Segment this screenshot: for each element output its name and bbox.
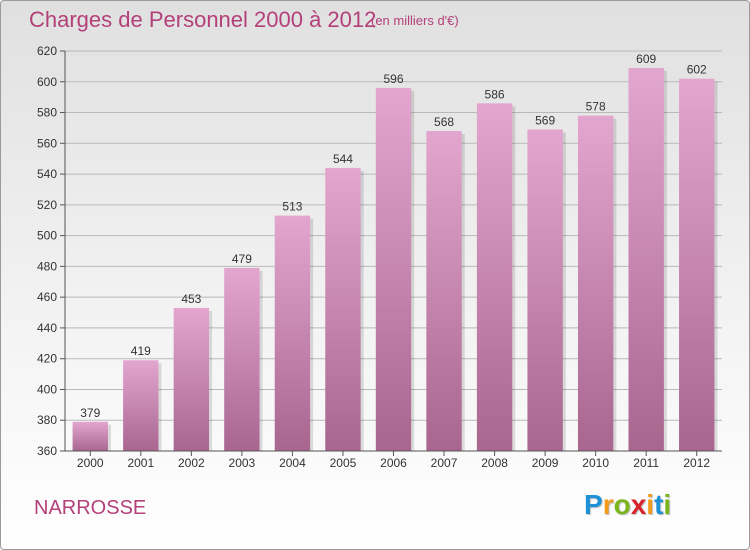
bar-value-label: 544 [333,152,353,166]
labels: 360 380 400 420 440 460 480 500 520 540 560 580 600 6… [37,44,710,470]
x-tick-label: 2002 [178,456,205,470]
x-tick-label: 2009 [532,456,559,470]
y-tick-label: 560 [37,136,57,150]
y-tick-label: 620 [37,44,57,58]
y-tick-label: 540 [37,167,57,181]
x-tick-label: 2011 [633,456,659,470]
bars [72,67,718,452]
logo-letter: r [602,489,614,520]
x-tick-label: 2008 [481,456,508,470]
bar-value-label: 568 [434,115,454,129]
bar [72,421,108,451]
logo-letter: P [584,489,603,520]
x-tick-label: 2003 [229,456,256,470]
bar-value-label: 513 [282,200,302,214]
bar-value-label: 379 [80,406,100,420]
y-tick-label: 520 [37,198,57,212]
bar-value-label: 586 [485,87,505,101]
logo-letter: i [663,489,672,520]
proxiti-logo: Proxiti [584,489,671,521]
bar [325,167,361,451]
logo-letter: t [654,489,664,520]
bar [274,215,311,451]
bar-value-label: 453 [181,292,201,306]
x-tick-label: 2001 [127,456,154,470]
y-tick-label: 440 [37,321,57,335]
bar [476,103,513,452]
x-tick-label: 2000 [77,456,104,470]
bar [224,267,260,451]
bar-value-label: 569 [535,113,555,127]
logo-letter: o [613,489,631,520]
bar [628,67,664,451]
bar-value-label: 609 [636,52,656,66]
logo-letter: x [630,489,647,520]
bar [173,307,210,451]
bar [577,115,614,451]
x-tick-label: 2012 [683,456,710,470]
y-tick-label: 500 [37,229,57,243]
bar-value-label: 602 [687,63,707,77]
location-name: NARROSSE [34,497,147,519]
x-tick-label: 2005 [330,456,357,470]
logo-letter: i [646,489,655,520]
bar [123,360,159,451]
axes [60,50,722,456]
bar [679,78,715,451]
y-tick-label: 420 [37,352,57,366]
y-tick-label: 480 [37,259,57,273]
y-tick-label: 400 [37,382,57,396]
bar [375,87,412,451]
bar-value-label: 479 [232,252,252,266]
y-tick-label: 600 [37,75,57,89]
x-tick-label: 2006 [380,456,407,470]
y-tick-label: 460 [37,290,57,304]
chart-subtitle: (en milliers d'€) [371,13,459,28]
x-tick-label: 2007 [431,456,458,470]
y-tick-label: 360 [37,444,57,458]
y-tick-label: 580 [37,106,57,120]
bar [527,129,563,451]
bar-value-label: 596 [383,72,403,86]
x-tick-label: 2010 [582,456,609,470]
x-tick-label: 2004 [279,456,306,470]
bar-value-label: 419 [131,344,151,358]
bar [426,131,462,451]
chart-title: Charges de Personnel 2000 à 2012 [29,7,377,32]
y-tick-label: 380 [37,413,57,427]
bar-value-label: 578 [586,100,606,114]
